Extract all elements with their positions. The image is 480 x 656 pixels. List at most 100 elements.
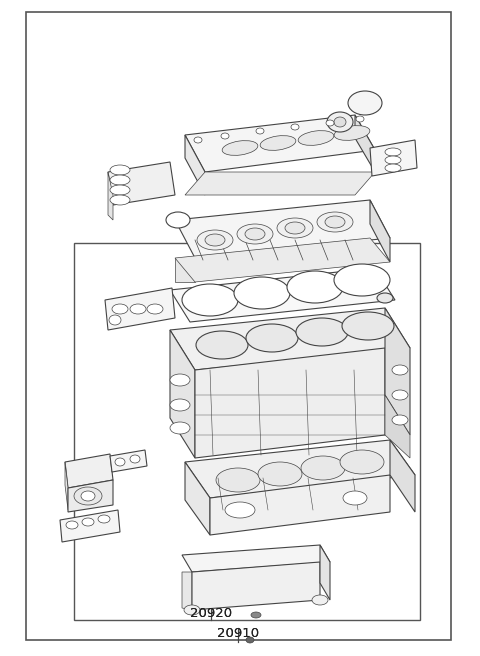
Ellipse shape <box>356 116 364 122</box>
Polygon shape <box>175 200 390 258</box>
Polygon shape <box>370 140 417 176</box>
Ellipse shape <box>301 456 345 480</box>
Polygon shape <box>185 135 205 195</box>
Bar <box>26 12 451 640</box>
Ellipse shape <box>287 271 343 303</box>
Ellipse shape <box>216 468 260 492</box>
Polygon shape <box>195 348 385 458</box>
Polygon shape <box>185 115 375 172</box>
Ellipse shape <box>385 164 401 172</box>
Polygon shape <box>385 395 410 458</box>
Polygon shape <box>68 480 113 512</box>
Bar <box>74 243 420 620</box>
Ellipse shape <box>256 128 264 134</box>
Polygon shape <box>320 545 330 600</box>
Ellipse shape <box>326 120 334 126</box>
Ellipse shape <box>237 224 273 244</box>
Polygon shape <box>65 454 113 488</box>
Ellipse shape <box>234 277 290 309</box>
Ellipse shape <box>392 415 408 425</box>
Ellipse shape <box>392 390 408 400</box>
Polygon shape <box>108 162 175 205</box>
Polygon shape <box>60 510 120 542</box>
Polygon shape <box>110 450 147 472</box>
Ellipse shape <box>115 458 125 466</box>
Text: 20920: 20920 <box>190 607 232 620</box>
Ellipse shape <box>258 462 302 486</box>
Polygon shape <box>210 475 390 535</box>
Polygon shape <box>175 238 390 282</box>
Polygon shape <box>65 462 68 510</box>
Ellipse shape <box>298 131 334 146</box>
Ellipse shape <box>342 312 394 340</box>
Ellipse shape <box>182 284 238 316</box>
Text: 20910: 20910 <box>216 626 259 640</box>
Ellipse shape <box>197 230 233 250</box>
Polygon shape <box>108 172 113 220</box>
Polygon shape <box>192 562 320 610</box>
Ellipse shape <box>312 595 328 605</box>
Polygon shape <box>182 545 330 572</box>
Ellipse shape <box>291 124 299 130</box>
Ellipse shape <box>246 637 254 643</box>
Ellipse shape <box>334 264 390 296</box>
Ellipse shape <box>166 212 190 228</box>
Ellipse shape <box>147 304 163 314</box>
Ellipse shape <box>82 518 94 526</box>
Ellipse shape <box>110 175 130 185</box>
Polygon shape <box>390 440 415 512</box>
Polygon shape <box>185 440 415 498</box>
Ellipse shape <box>385 156 401 164</box>
Ellipse shape <box>225 502 255 518</box>
Ellipse shape <box>343 491 367 505</box>
Ellipse shape <box>110 185 130 195</box>
Ellipse shape <box>81 491 95 501</box>
Ellipse shape <box>98 515 110 523</box>
Polygon shape <box>170 308 410 370</box>
Polygon shape <box>170 330 195 458</box>
Ellipse shape <box>246 324 298 352</box>
Ellipse shape <box>334 117 346 127</box>
Ellipse shape <box>66 521 78 529</box>
Ellipse shape <box>110 165 130 175</box>
Ellipse shape <box>260 136 296 150</box>
Ellipse shape <box>109 315 121 325</box>
Ellipse shape <box>130 455 140 463</box>
Polygon shape <box>170 268 395 322</box>
Ellipse shape <box>327 112 353 132</box>
Polygon shape <box>175 258 195 282</box>
Ellipse shape <box>112 304 128 314</box>
Ellipse shape <box>110 195 130 205</box>
Polygon shape <box>105 288 175 330</box>
Polygon shape <box>355 115 375 172</box>
Ellipse shape <box>277 218 313 238</box>
Ellipse shape <box>296 318 348 346</box>
Ellipse shape <box>170 399 190 411</box>
Text: 20910: 20910 <box>216 626 259 640</box>
Ellipse shape <box>377 293 393 303</box>
Ellipse shape <box>205 234 225 246</box>
Ellipse shape <box>340 450 384 474</box>
Ellipse shape <box>385 148 401 156</box>
Ellipse shape <box>245 228 265 240</box>
Ellipse shape <box>130 304 146 314</box>
Polygon shape <box>185 172 375 195</box>
Ellipse shape <box>285 222 305 234</box>
Ellipse shape <box>184 605 200 615</box>
Polygon shape <box>185 462 210 535</box>
Ellipse shape <box>348 91 382 115</box>
Ellipse shape <box>196 331 248 359</box>
Polygon shape <box>385 308 410 435</box>
Polygon shape <box>182 572 192 610</box>
Ellipse shape <box>251 612 261 618</box>
Ellipse shape <box>74 487 102 505</box>
Ellipse shape <box>334 126 370 140</box>
Ellipse shape <box>170 374 190 386</box>
Ellipse shape <box>222 140 258 155</box>
Polygon shape <box>370 200 390 262</box>
Ellipse shape <box>317 212 353 232</box>
Ellipse shape <box>392 365 408 375</box>
Ellipse shape <box>221 133 229 139</box>
Ellipse shape <box>170 422 190 434</box>
Ellipse shape <box>194 137 202 143</box>
